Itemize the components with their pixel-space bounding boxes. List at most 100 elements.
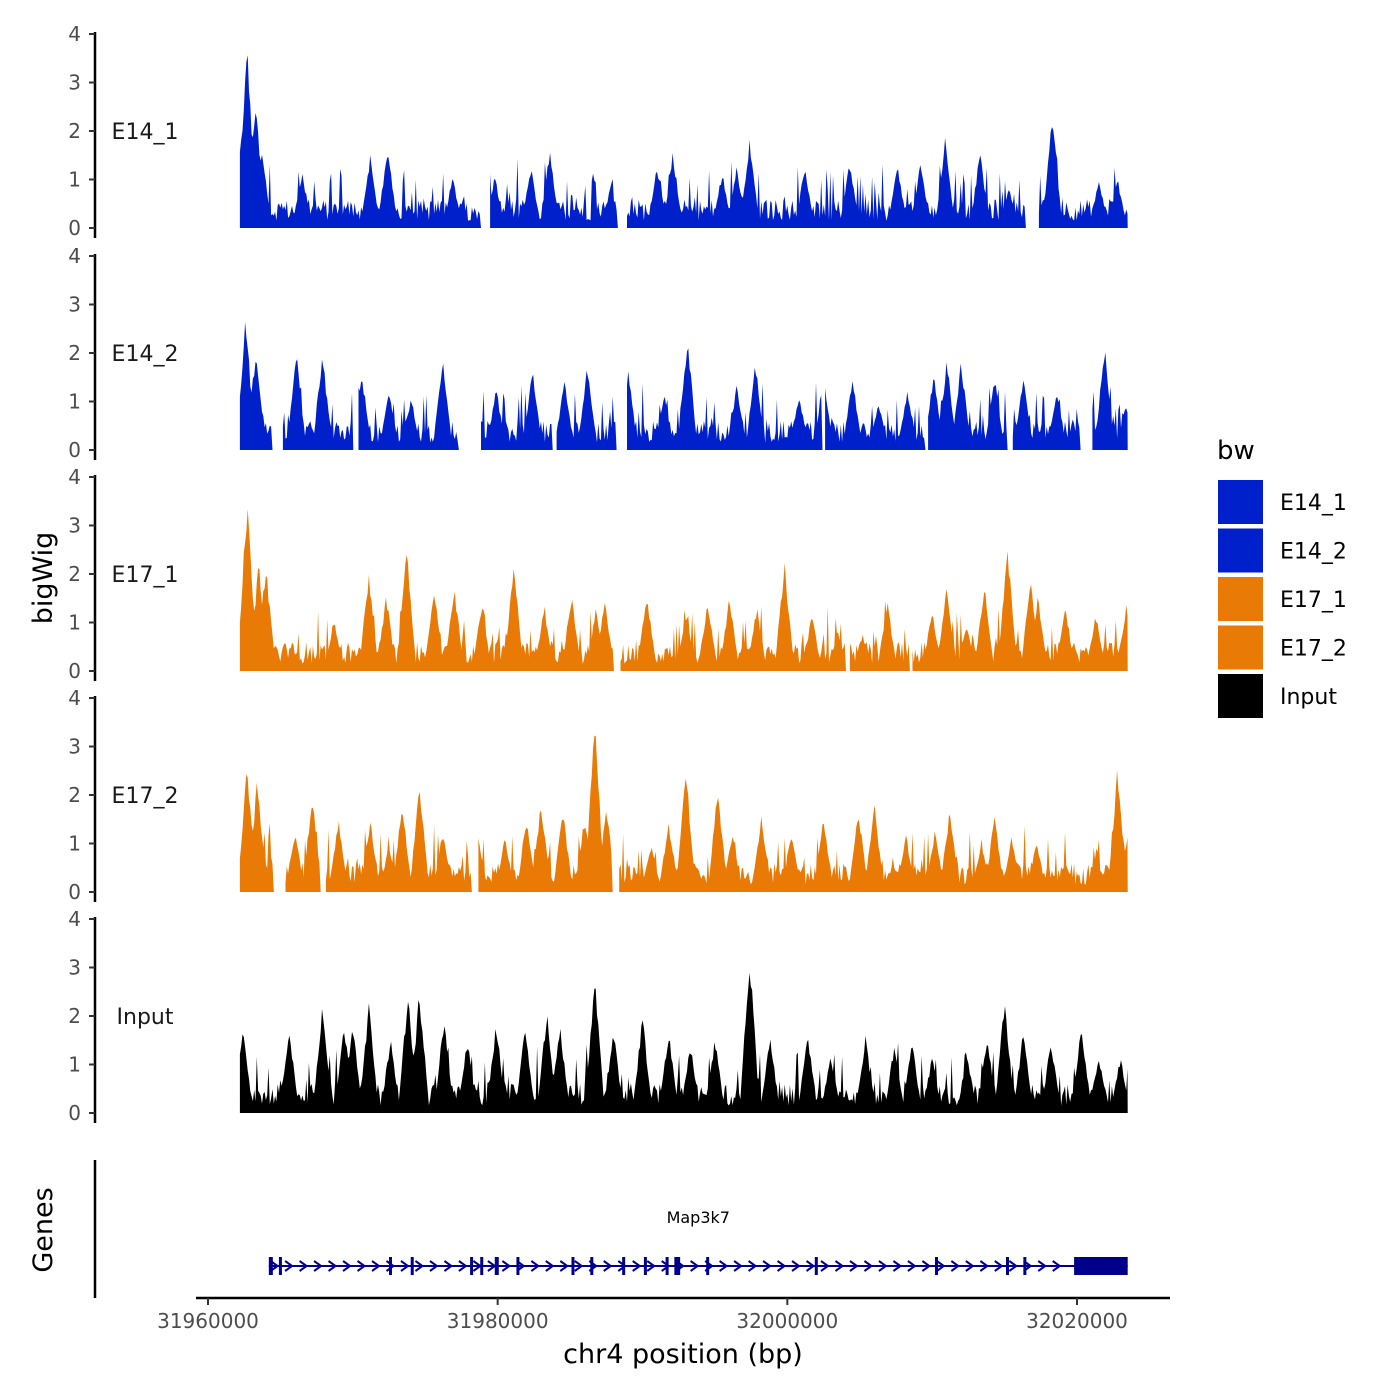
gene-exon — [935, 1257, 939, 1275]
y-tick-label: 4 — [68, 686, 81, 710]
y-tick-label: 3 — [68, 293, 81, 317]
gene-exon — [268, 1257, 273, 1275]
strand-arrow — [530, 1260, 541, 1272]
coverage-area-e14-1 — [239, 55, 1128, 229]
gene-exon — [590, 1257, 594, 1275]
strand-arrow — [950, 1260, 961, 1272]
gene-track: Map3k7 — [93, 1160, 1128, 1298]
strand-arrow — [385, 1260, 396, 1272]
gene-exon — [1023, 1257, 1027, 1275]
strand-arrow — [733, 1260, 743, 1272]
y-tick-label: 0 — [68, 216, 81, 240]
strand-arrow — [892, 1260, 903, 1272]
strand-arrow — [414, 1260, 425, 1272]
y-tick-label: 2 — [68, 119, 81, 143]
strand-arrow — [747, 1260, 758, 1272]
coverage-area-input — [239, 972, 1128, 1113]
gene-exon — [814, 1257, 818, 1275]
strand-arrow — [400, 1260, 410, 1272]
strand-arrow — [690, 1260, 700, 1272]
track-e17-2: 0 1 2 3 4 E17_2 — [68, 686, 1128, 904]
gene-exon — [674, 1257, 681, 1275]
strand-arrow — [791, 1260, 801, 1272]
y-tick-label: 3 — [68, 514, 81, 538]
legend-label: E17_2 — [1280, 637, 1347, 662]
strand-arrow — [356, 1260, 367, 1272]
gene-exon — [571, 1257, 575, 1275]
strand-arrow — [270, 1260, 280, 1272]
legend-swatch-e14-1 — [1218, 480, 1263, 524]
strand-arrow — [545, 1260, 555, 1272]
strand-arrow — [313, 1260, 323, 1272]
y-tick-label: 1 — [68, 168, 81, 192]
gene-exon — [516, 1257, 520, 1275]
gene-exon — [665, 1257, 669, 1275]
strand-arrow — [762, 1260, 772, 1272]
coverage-area-e17-2 — [239, 735, 1128, 892]
x-axis: 31960000 31980000 32000000 32020000 — [157, 1296, 1170, 1333]
y-tick-label: 2 — [68, 783, 81, 807]
coverage-area-e17-1 — [239, 509, 1128, 671]
strand-arrow — [863, 1260, 874, 1272]
strand-arrow — [284, 1260, 294, 1272]
gene-exon — [388, 1257, 392, 1275]
track-e17-1: 0 1 2 3 4 E17_1 — [68, 465, 1128, 683]
y-tick-label: 0 — [68, 659, 81, 683]
track-input: 0 1 2 3 4 Input — [68, 907, 1128, 1125]
y-tick-label: 1 — [68, 1053, 81, 1077]
strand-arrow — [878, 1260, 888, 1272]
y-tick-label: 2 — [68, 562, 81, 586]
strand-arrow — [820, 1260, 830, 1272]
y-tick-label: 2 — [68, 1004, 81, 1028]
y-tick-label: 3 — [68, 956, 81, 980]
x-axis-title: chr4 position (bp) — [563, 1339, 803, 1370]
strand-arrow — [603, 1260, 613, 1272]
legend-title: bw — [1217, 436, 1255, 466]
strand-arrow — [443, 1260, 454, 1272]
y-axis-title: bigWig — [28, 532, 59, 625]
legend-swatch-e17-1 — [1218, 577, 1263, 621]
legend-swatch-input — [1218, 674, 1263, 718]
coverage-area-e14-2 — [239, 322, 1128, 450]
strand-arrow — [1008, 1260, 1018, 1272]
y-tick-label: 0 — [68, 880, 81, 904]
strand-arrow — [632, 1260, 642, 1272]
strand-arrow — [574, 1260, 584, 1272]
legend-swatch-e14-2 — [1218, 528, 1263, 573]
gene-exon — [706, 1257, 710, 1275]
y-tick-label: 2 — [68, 341, 81, 365]
strand-arrow — [327, 1260, 338, 1272]
x-tick-label: 32020000 — [1026, 1309, 1128, 1333]
gene-name-label: Map3k7 — [667, 1208, 730, 1227]
strand-arrow — [646, 1260, 656, 1272]
x-tick-label: 31960000 — [157, 1309, 259, 1333]
strand-arrow — [299, 1260, 309, 1272]
strand-arrow — [921, 1260, 932, 1272]
strand-arrow — [429, 1260, 439, 1272]
gene-exon — [470, 1257, 474, 1275]
strand-arrow — [849, 1260, 859, 1272]
strand-arrow — [936, 1260, 946, 1272]
y-tick-label: 3 — [68, 735, 81, 759]
gene-exon — [1074, 1257, 1128, 1275]
track-e14-2: 0 1 2 3 4 E14_2 — [68, 244, 1128, 462]
strand-arrow — [805, 1260, 816, 1272]
gene-exon — [643, 1257, 647, 1275]
gene-exon — [278, 1257, 282, 1275]
legend-label: Input — [1280, 685, 1337, 710]
gene-exon — [410, 1257, 414, 1275]
track-e14-1: 0 1 2 3 4 E14_1 — [68, 22, 1128, 240]
strand-arrow — [834, 1260, 845, 1272]
strand-arrow — [719, 1260, 729, 1272]
x-tick-label: 31980000 — [447, 1309, 549, 1333]
legend: bw E14_1 E14_2 E17_1 E17_2 Input — [1217, 436, 1347, 718]
gene-exon — [1005, 1257, 1009, 1275]
coverage-tracks: 0 1 2 3 4 E14_1 0 1 2 3 4 E14_2 0 1 2 3 4 E17_1 0 1 2 3 4 E17_2… — [68, 22, 1128, 1125]
strand-arrow — [979, 1260, 990, 1272]
track-label: E17_1 — [112, 563, 179, 588]
y-tick-label: 1 — [68, 611, 81, 635]
track-label: E14_1 — [112, 120, 179, 145]
y-tick-label: 1 — [68, 390, 81, 414]
y-tick-label: 0 — [68, 438, 81, 462]
strand-arrow — [559, 1260, 570, 1272]
